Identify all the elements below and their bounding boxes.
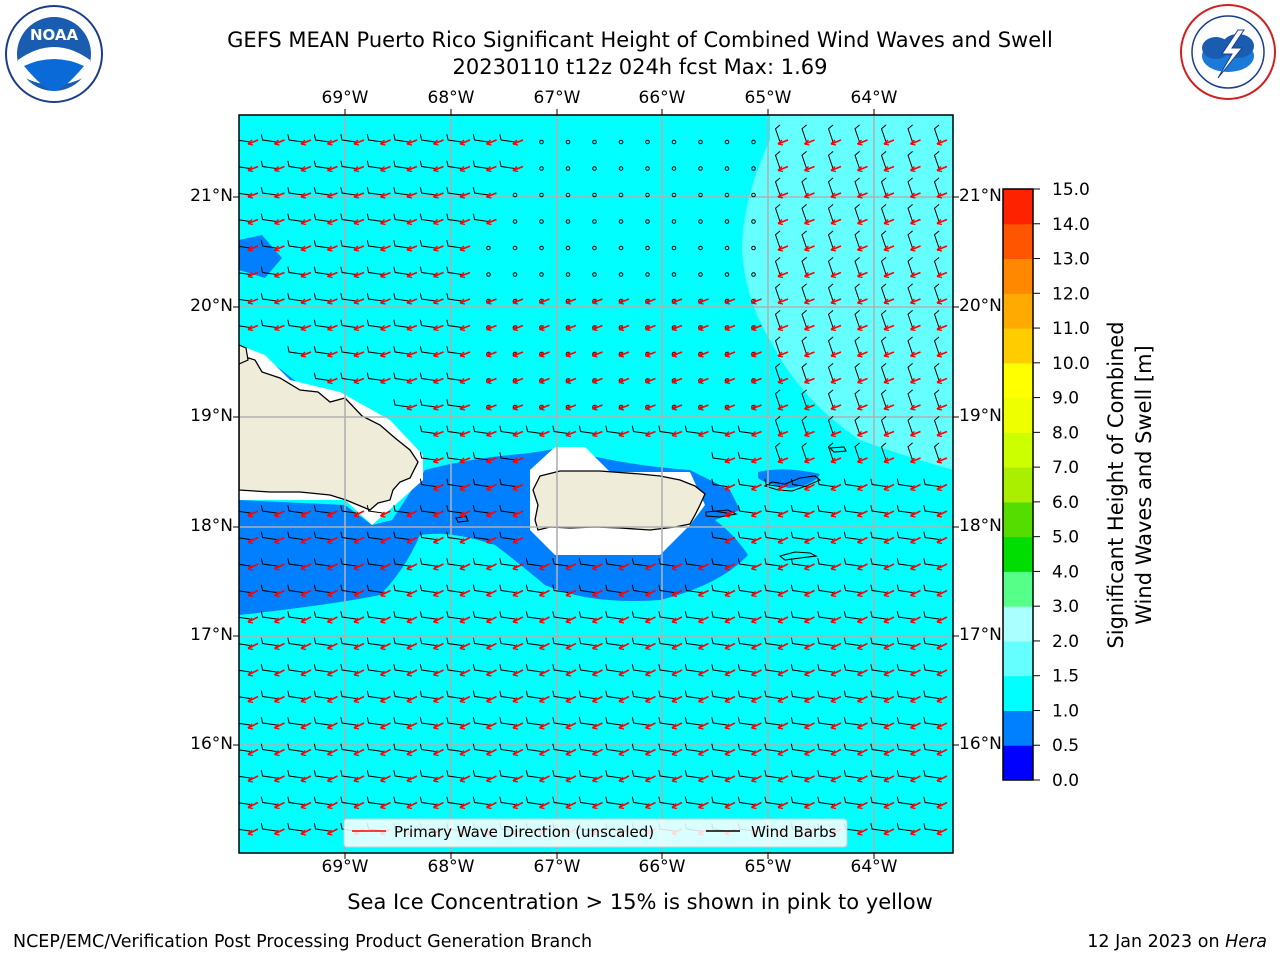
lat-label-right: 17°N (959, 625, 1002, 645)
sea-ice-note: Sea Ice Concentration > 15% is shown in … (347, 890, 933, 914)
colorbar-label-line1: Significant Height of Combined (1104, 321, 1128, 648)
map-frame (238, 114, 954, 854)
lon-label-bottom: 64°W (850, 857, 898, 877)
colorbar-segment (1003, 606, 1033, 642)
chart-title: GEFS MEAN Puerto Rico Significant Height… (227, 28, 1053, 52)
colorbar-tick-label: 11.0 (1052, 319, 1090, 339)
lon-label-bottom: 67°W (533, 857, 581, 877)
nws-logo (1178, 2, 1278, 102)
chart-subtitle: 20230110 t12z 024h fcst Max: 1.69 (452, 55, 828, 79)
graticule (239, 115, 953, 853)
colorbar-tick-label: 1.0 (1052, 701, 1079, 721)
colorbar-label: Significant Height of Combined Wind Wave… (1104, 321, 1156, 648)
host-name: Hera (1225, 932, 1267, 952)
map-legend: Primary Wave Direction (unscaled) Wind B… (343, 818, 848, 848)
colorbar-label-line2: Wind Waves and Swell [m] (1132, 345, 1156, 625)
colorbar-segment (1003, 745, 1033, 781)
colorbar-segment (1003, 675, 1033, 711)
lon-label-top: 67°W (533, 88, 581, 108)
colorbar-segment (1003, 258, 1033, 294)
colorbar-ticks: 0.0 0.5 1.0 1.5 2.0 3.0 4.0 5.0 6.0 7.0 8.0 9.0 10.0… (1033, 180, 1090, 791)
colorbar-segment (1003, 223, 1033, 260)
colorbar-tick-label: 3.0 (1052, 597, 1079, 617)
land-hispaniola (239, 354, 419, 511)
colorbar (1003, 189, 1033, 781)
colorbar-segment (1003, 710, 1033, 746)
colorbar-segment (1003, 640, 1033, 677)
colorbar-tick-label: 0.5 (1052, 736, 1079, 756)
colorbar-tick-label: 5.0 (1052, 528, 1079, 548)
colorbar-tick-label: 9.0 (1052, 389, 1079, 409)
lon-label-bottom: 66°W (638, 857, 686, 877)
lat-label-left: 17°N (190, 625, 233, 645)
island-virgin-islands (763, 475, 822, 492)
lat-label-right: 21°N (959, 186, 1002, 206)
lat-label-left: 19°N (190, 406, 233, 426)
credit-text: NCEP/EMC/Verification Post Processing Pr… (13, 932, 593, 952)
colorbar-segment (1003, 362, 1033, 399)
colorbar-tick-label: 13.0 (1052, 250, 1090, 270)
colorbar-tick-label: 0.0 (1052, 771, 1079, 791)
colorbar-tick-label: 10.0 (1052, 354, 1090, 374)
lat-label-right: 19°N (959, 406, 1002, 426)
colorbar-tick-label: 14.0 (1052, 215, 1090, 235)
colorbar-segment (1003, 432, 1033, 468)
colorbar-tick-label: 2.0 (1052, 632, 1079, 652)
land-hispaniola-west (239, 344, 249, 365)
legend-wind-barbs-label: Wind Barbs (751, 823, 837, 841)
colorbar-segment (1003, 397, 1033, 433)
colorbar-tick-label: 8.0 (1052, 423, 1079, 443)
colorbar-segment (1003, 293, 1033, 329)
lat-label-right: 20°N (959, 296, 1002, 316)
land-puerto-rico (532, 470, 706, 531)
sea-field-0.5-1-vi (758, 469, 820, 488)
colorbar-tick-label: 6.0 (1052, 493, 1079, 513)
lon-label-bottom: 68°W (427, 857, 475, 877)
lon-label-top: 66°W (638, 88, 686, 108)
lon-label-top: 65°W (744, 88, 792, 108)
legend-primary-wave-label: Primary Wave Direction (unscaled) (394, 823, 654, 841)
colorbar-tick-label: 4.0 (1052, 562, 1079, 582)
date-stamp: 12 Jan 2023 on Hera (1087, 932, 1267, 952)
island-vieques (705, 509, 738, 518)
lon-label-top: 64°W (850, 88, 898, 108)
colorbar-segment (1003, 501, 1033, 538)
lat-label-left: 16°N (190, 734, 233, 754)
lon-label-bottom: 69°W (321, 857, 369, 877)
colorbar-frame (1002, 188, 1034, 781)
noaa-logo: NOAA (4, 4, 104, 104)
colorbar-segment (1003, 536, 1033, 572)
sea-field-0.5-1-nw (239, 235, 282, 278)
lon-label-top: 68°W (427, 88, 475, 108)
date-text: 12 Jan 2023 on (1087, 932, 1220, 952)
colorbar-tick-label: 7.0 (1052, 458, 1079, 478)
colorbar-segment (1003, 189, 1033, 225)
sea-field-1.5-2 (742, 115, 953, 470)
colorbar-tick-label: 12.0 (1052, 284, 1090, 304)
lat-label-left: 20°N (190, 296, 233, 316)
colorbar-segment (1003, 328, 1033, 364)
lon-label-bottom: 65°W (744, 857, 792, 877)
colorbar-tick-label: 1.5 (1052, 667, 1079, 687)
colorbar-segment (1003, 571, 1033, 607)
map-panel (239, 115, 953, 853)
wind-barbs (239, 124, 940, 832)
axis-ticks (233, 109, 959, 859)
lon-label-top: 69°W (321, 88, 369, 108)
noaa-logo-text: NOAA (30, 26, 79, 44)
lat-label-left: 21°N (190, 186, 233, 206)
lat-label-right: 16°N (959, 734, 1002, 754)
colorbar-tick-label: 15.0 (1052, 180, 1090, 200)
island-anegada (828, 446, 847, 453)
lat-label-left: 18°N (190, 516, 233, 536)
colorbar-segment (1003, 467, 1033, 503)
lat-label-right: 18°N (959, 516, 1002, 536)
island-st-croix (778, 551, 818, 561)
